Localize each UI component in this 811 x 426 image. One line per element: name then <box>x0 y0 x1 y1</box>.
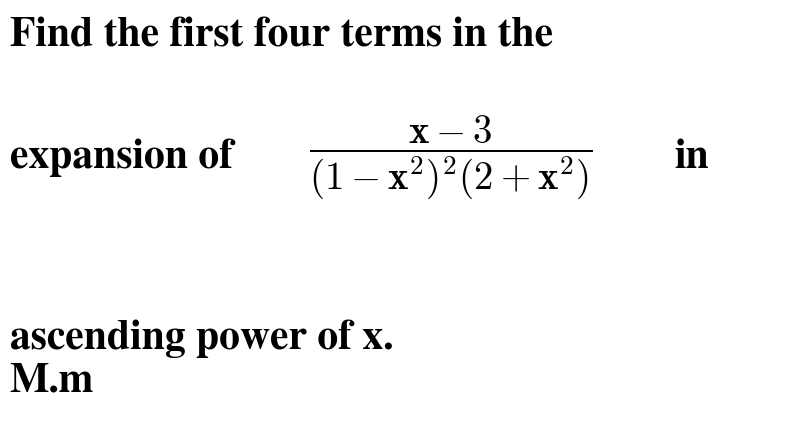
Text: M.m: M.m <box>10 363 94 400</box>
Text: expansion of: expansion of <box>10 138 242 177</box>
Text: $\dfrac{\mathbf{x-3}}{(\mathbf{1-x^{2}})^{\mathbf{2}}(\mathbf{2+x^{2}})}$: $\dfrac{\mathbf{x-3}}{(\mathbf{1-x^{2}})… <box>308 114 591 201</box>
Text: in: in <box>673 138 708 177</box>
Text: Find the first four terms in the: Find the first four terms in the <box>10 17 552 55</box>
Text: ascending power of x.: ascending power of x. <box>10 320 393 358</box>
